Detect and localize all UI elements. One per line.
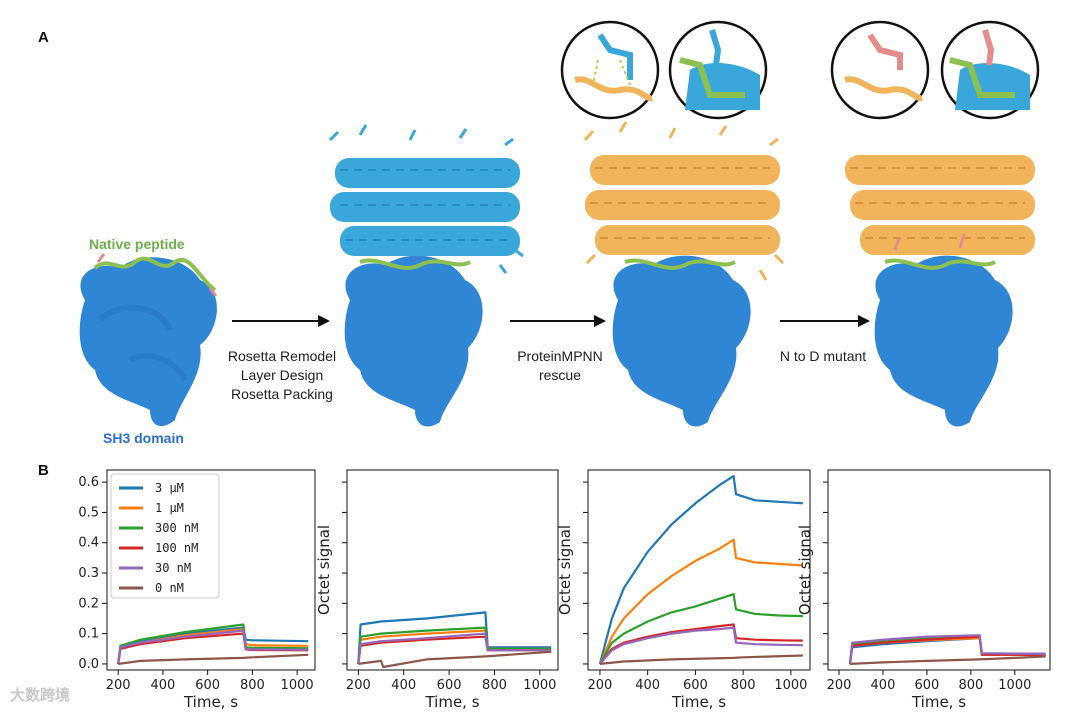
series-line-1 <box>598 475 803 665</box>
x-tick-label: 600 <box>914 678 939 693</box>
x-tick-label: 200 <box>106 678 131 693</box>
step3-line-1: N to D mutant <box>779 348 867 364</box>
series-line-5 <box>117 629 309 665</box>
legend-label: 300 nM <box>155 521 198 535</box>
arrow-2 <box>510 315 606 327</box>
x-tick-label: 400 <box>150 678 175 693</box>
series-line-5 <box>357 632 552 665</box>
zoom-circle-1 <box>560 20 660 120</box>
y-tick-label: 0.5 <box>78 505 99 520</box>
series-line-2 <box>598 538 803 665</box>
chart-1-frame <box>106 469 316 671</box>
panel-a-letter: A <box>38 29 49 46</box>
y-tick-label: 0.1 <box>78 627 99 642</box>
step1-text: Rosetta Remodel Layer Design Rosetta Pac… <box>212 347 352 404</box>
y-axis-label: Octet signal <box>315 525 333 615</box>
chart-2: 200 400 600 800 1000 Time, s Octet signal <box>315 469 559 711</box>
zoom-circle-4 <box>940 20 1040 120</box>
panel-b-letter: B <box>38 462 49 479</box>
arrow-1 <box>232 315 330 327</box>
x-tick-label: 600 <box>437 678 462 693</box>
x-tick-label: 1000 <box>998 678 1031 693</box>
series-line-6 <box>599 654 803 665</box>
step1-line-3: Rosetta Packing <box>231 386 333 402</box>
x-tick-label: 400 <box>635 678 660 693</box>
legend-label: 3 μM <box>155 481 184 495</box>
x-tick-label: 1000 <box>523 678 556 693</box>
blue-helix-bundle <box>328 124 524 274</box>
x-tick-label: 800 <box>240 678 265 693</box>
x-tick-label: 200 <box>588 678 613 693</box>
x-tick-label: 800 <box>731 678 756 693</box>
step1-line-2: Layer Design <box>240 367 324 383</box>
legend-label: 100 nM <box>155 541 198 555</box>
series-line-6 <box>118 653 309 665</box>
x-tick-label: 600 <box>195 678 220 693</box>
x-tick-label: 400 <box>391 678 416 693</box>
chart-2-frame <box>346 469 559 671</box>
y-axis-label: Octet signal <box>556 525 574 615</box>
series-line-3 <box>598 593 803 665</box>
x-tick-label: 400 <box>871 678 896 693</box>
x-tick-label: 200 <box>827 678 852 693</box>
chart-4: 200 400 600 800 1000 Time, s Octet signal <box>796 469 1051 711</box>
x-tick-label: 200 <box>346 678 371 693</box>
chart-4-frame <box>827 469 1051 671</box>
sh3-domain-label: SH3 domain <box>103 430 184 446</box>
step1-line-1: Rosetta Remodel <box>227 348 337 364</box>
chart-3: 200 400 600 800 1000 Time, s Octet signal <box>556 469 811 711</box>
series-line-5 <box>599 626 803 665</box>
y-tick-label: 0.4 <box>78 536 99 551</box>
panel-b-charts: 0.0 0.1 0.2 0.3 0.4 0.5 0.6 200 400 600 800 1000 Tim… <box>78 469 1051 711</box>
x-tick-label: 1000 <box>774 678 807 693</box>
native-peptide-label: Native peptide <box>89 236 185 252</box>
x-tick-label: 1000 <box>281 678 314 693</box>
zoom-circle-2 <box>668 20 768 120</box>
series-line-6 <box>358 650 552 669</box>
series-line-5 <box>848 634 1046 665</box>
panel-a-structures <box>79 20 1040 427</box>
series-line-4 <box>848 635 1046 665</box>
step3-text: N to D mutant <box>768 347 878 366</box>
series-line-6 <box>849 655 1046 665</box>
native-peptide-1 <box>93 253 218 297</box>
y-tick-label: 0.3 <box>78 566 99 581</box>
x-tick-label: 600 <box>683 678 708 693</box>
x-axis-label: Time, s <box>911 693 966 711</box>
legend-label: 30 nM <box>155 561 191 575</box>
x-tick-label: 800 <box>958 678 983 693</box>
sh3-domain-blob-2 <box>344 255 483 427</box>
y-tick-label: 0.6 <box>78 475 99 490</box>
y-tick-label: 0.2 <box>78 596 99 611</box>
x-tick-label: 800 <box>482 678 507 693</box>
chart-3-frame <box>587 469 811 671</box>
legend-label: 1 μM <box>155 501 184 515</box>
sh3-domain-blob-1 <box>79 257 217 427</box>
sh3-domain-blob-3 <box>612 255 751 427</box>
series-line-4 <box>599 623 803 665</box>
legend-label: 0 nM <box>155 581 184 595</box>
sh3-domain-blob-4 <box>874 255 1013 427</box>
x-axis-label: Time, s <box>183 693 238 711</box>
x-axis-label: Time, s <box>424 693 479 711</box>
chart-1: 0.0 0.1 0.2 0.3 0.4 0.5 0.6 200 400 600 800 1000 Tim… <box>78 469 316 711</box>
orange-helix-bundle <box>583 121 785 281</box>
x-axis-label: Time, s <box>671 693 726 711</box>
series-line-3 <box>117 623 309 665</box>
step2-line-1: ProteinMPNN <box>517 348 603 364</box>
zoom-circle-3 <box>830 20 930 120</box>
step2-line-2: rescue <box>538 367 582 383</box>
arrow-3 <box>780 315 870 327</box>
y-axis-label: Octet signal <box>796 525 814 615</box>
y-tick-label: 0.0 <box>78 657 99 672</box>
step2-text: ProteinMPNN rescue <box>500 347 620 385</box>
orange-helix-bundle-mutant <box>845 155 1035 270</box>
watermark: 大数跨境 <box>10 687 71 704</box>
